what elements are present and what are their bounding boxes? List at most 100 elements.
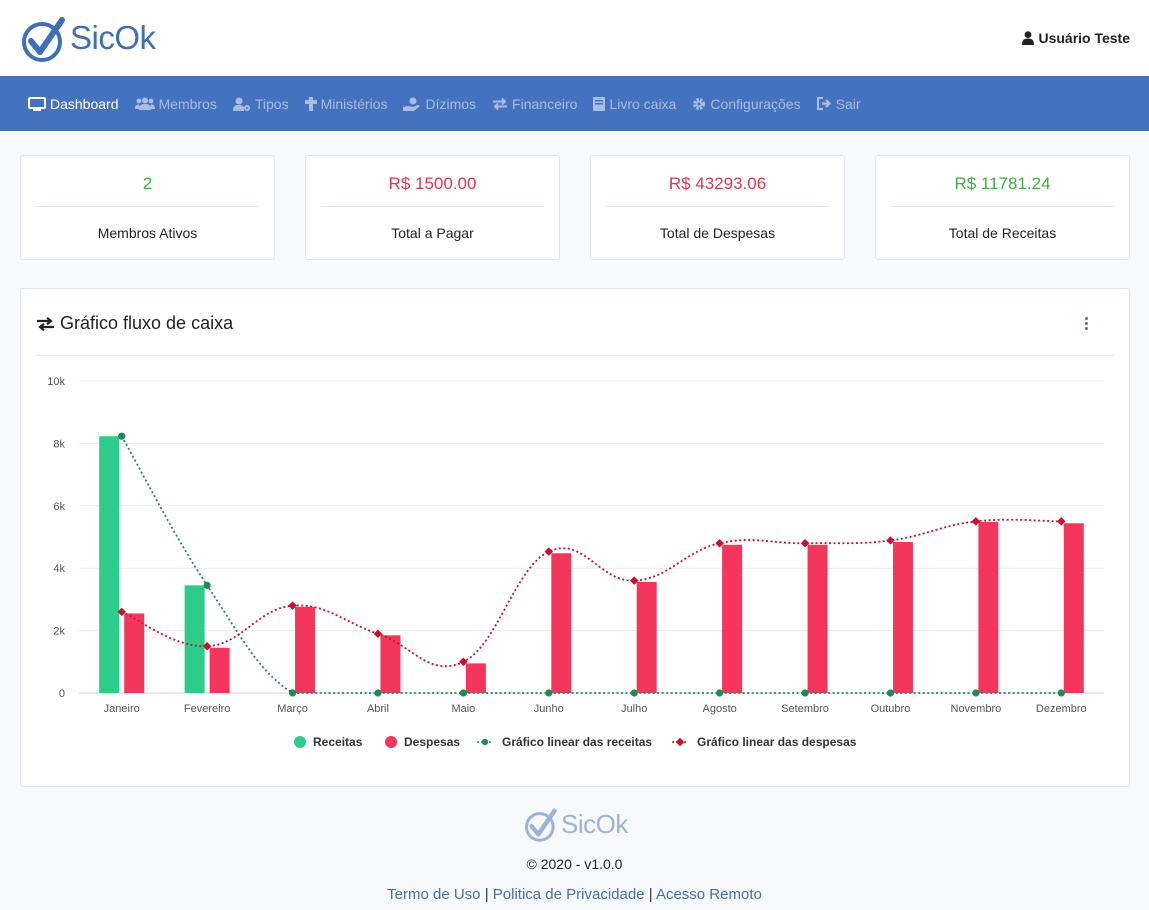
footer-logo: SicOk — [525, 806, 628, 842]
card-label: Total de Receitas — [948, 225, 1057, 241]
card-label: Total de Despesas — [659, 225, 776, 241]
nav-tipos[interactable]: Tipos — [232, 96, 289, 112]
divider — [36, 206, 259, 207]
x-tick-label: Outubro — [871, 703, 911, 715]
line-point-receitas — [374, 689, 382, 697]
nav-dizimos-label: Dízimos — [425, 95, 477, 112]
nav-financeiro-label: Financeiro — [512, 95, 578, 112]
x-tick-label: Abril — [367, 703, 389, 715]
bar-despesas — [295, 606, 316, 693]
bar-despesas — [636, 581, 657, 693]
nav-dashboard-label: Dashboard — [50, 95, 119, 112]
card-value: R$ 43293.06 — [668, 174, 767, 193]
top-header: SicOk Usuário Teste — [0, 0, 1149, 76]
link-politica-privacidade[interactable]: Politica de Privacidade — [492, 886, 645, 903]
card-value: 2 — [142, 174, 153, 193]
nav-dizimos[interactable]: Dízimos — [403, 96, 476, 112]
nav-financeiro[interactable]: Financeiro — [492, 96, 577, 112]
nav-dashboard[interactable]: Dashboard — [28, 96, 119, 112]
bar-despesas — [807, 544, 828, 693]
bar-despesas — [892, 541, 913, 693]
divider — [606, 206, 829, 207]
y-tick-label: 4k — [53, 563, 65, 575]
footer-brand-name: SicOk — [561, 808, 628, 839]
divider — [891, 206, 1114, 207]
chart-options-menu-icon[interactable] — [1083, 317, 1089, 331]
link-acesso-remoto[interactable]: Acesso Remoto — [655, 886, 762, 903]
user-cog-icon — [232, 97, 250, 111]
x-tick-label: Dezembro — [1036, 703, 1087, 715]
nav-sair[interactable]: Sair — [816, 95, 861, 112]
users-icon — [134, 97, 155, 110]
nav-ministerios-label: Ministérios — [320, 95, 388, 112]
cross-icon — [304, 96, 317, 111]
brand-logo[interactable]: SicOk — [22, 14, 156, 62]
nav-membros[interactable]: Membros — [134, 95, 217, 112]
card-label: Total a Pagar — [391, 225, 474, 241]
nav-livro-caixa-label: Livro caixa — [609, 95, 677, 112]
y-tick-label: 6k — [53, 501, 65, 513]
line-point-receitas — [459, 689, 467, 697]
brand-name: SicOk — [70, 19, 156, 56]
line-point-receitas — [118, 432, 126, 440]
legend-label: Despesas — [404, 735, 460, 749]
bar-despesas — [551, 553, 572, 693]
gear-icon — [693, 97, 706, 110]
y-tick-label: 10k — [47, 376, 65, 388]
nav-configuracoes[interactable]: Configurações — [692, 95, 801, 112]
x-tick-label: Agosto — [703, 703, 737, 715]
legend-label: Gráfico linear das despesas — [697, 735, 857, 749]
copyright: © 2020 - v1.0.0 — [526, 856, 623, 872]
bar-despesas — [465, 663, 486, 693]
card-value: R$ 11781.24 — [954, 174, 1051, 193]
exchange-icon — [37, 316, 54, 331]
line-point-despesas — [459, 657, 468, 667]
card-total-a-pagar: R$ 1500.00 Total a Pagar — [305, 155, 560, 260]
bar-receitas — [184, 585, 205, 693]
nav-membros-label: Membros — [158, 95, 217, 112]
card-value: R$ 1500.00 — [388, 174, 477, 193]
bar-receitas — [99, 436, 120, 693]
nav-sair-label: Sair — [835, 95, 861, 112]
x-tick-label: Fevereiro — [184, 703, 230, 715]
card-membros-ativos: 2 Membros Ativos — [20, 155, 275, 260]
y-tick-label: 0 — [59, 688, 65, 700]
x-tick-label: Setembro — [781, 703, 829, 715]
bar-despesas — [380, 635, 401, 693]
check-badge-icon — [22, 17, 65, 62]
line-point-receitas — [1057, 689, 1065, 697]
x-tick-label: Junho — [534, 703, 564, 715]
line-point-despesas — [715, 538, 724, 548]
nav-ministerios[interactable]: Ministérios — [304, 95, 388, 112]
link-termo-de-uso[interactable]: Termo de Uso — [387, 886, 481, 903]
y-tick-label: 8k — [53, 438, 65, 450]
user-menu[interactable]: Usuário Teste — [1022, 30, 1130, 46]
line-point-receitas — [203, 581, 211, 589]
x-tick-label: Julho — [621, 703, 647, 715]
link-separator: | — [648, 886, 653, 903]
link-separator: | — [484, 886, 489, 903]
cash-flow-chart-card: 0 2k 4k 6k 8k 10k Janeiro Fevereiro Março Abril Ma… — [20, 288, 1130, 787]
check-badge-icon — [525, 808, 557, 842]
card-label: Membros Ativos — [97, 225, 198, 241]
line-point-receitas — [716, 689, 724, 697]
legend-marker — [481, 738, 489, 746]
legend-marker — [675, 737, 685, 747]
x-tick-label: Novembro — [951, 703, 1002, 715]
line-point-receitas — [886, 689, 895, 697]
card-total-receitas: R$ 11781.24 Total de Receitas — [875, 155, 1130, 260]
legend-label: Receitas — [313, 735, 363, 749]
line-point-despesas — [1057, 517, 1066, 526]
main-nav: Dashboard Membros Tipos Ministérios Dízi… — [0, 76, 1149, 131]
nav-livro-caixa[interactable]: Livro caixa — [593, 96, 676, 112]
legend-label: Gráfico linear das receitas — [502, 735, 652, 749]
cash-flow-chart: 0 2k 4k 6k 8k 10k Janeiro Fevereiro Março Abril Ma… — [47, 376, 1104, 749]
bar-despesas — [1063, 523, 1084, 693]
bar-despesas — [978, 522, 999, 693]
x-tick-label: Março — [277, 703, 308, 715]
chart-title-text: Gráfico fluxo de caixa — [60, 313, 234, 333]
nav-configuracoes-label: Configurações — [710, 95, 801, 112]
line-point-despesas — [288, 601, 297, 610]
x-tick-label: Maio — [451, 703, 475, 715]
desktop-icon — [28, 96, 46, 111]
